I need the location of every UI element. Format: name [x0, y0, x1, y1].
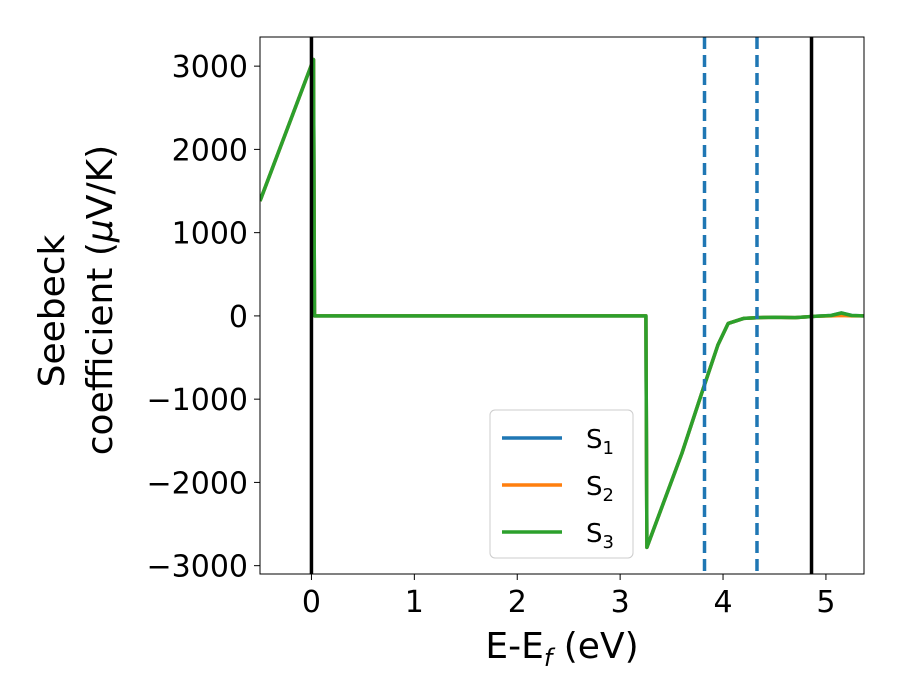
- vertical-lines-layer: [309, 37, 814, 574]
- y-axis: 3000 2000 1000 0 −1000 −2000 −3000: [147, 50, 260, 585]
- y-axis-label-line1: Seebeck: [32, 234, 73, 387]
- y-tick-label: −1000: [147, 383, 248, 418]
- legend-label-s1: S1: [586, 425, 614, 459]
- legend: S1 S2 S3: [489, 409, 634, 559]
- y-tick-label: −3000: [147, 550, 248, 585]
- y-axis-label: Seebeck coefficient (μV/K): [32, 145, 121, 455]
- x-axis: 0 1 2 3 4 5: [302, 574, 835, 620]
- y-tick-label: 1000: [172, 217, 248, 252]
- legend-label-s2: S2: [586, 472, 614, 506]
- x-tick-label: 1: [405, 585, 424, 620]
- y-tick-label: 3000: [172, 50, 248, 85]
- x-axis-label: E-Ef (eV): [485, 626, 638, 672]
- x-tick-label: 2: [508, 585, 527, 620]
- y-tick-label: 2000: [172, 133, 248, 168]
- plot-frame: [259, 36, 865, 575]
- x-tick-label: 4: [713, 585, 732, 620]
- series-layer: [260, 57, 864, 550]
- legend-label-s3: S3: [586, 519, 614, 553]
- y-tick-label: −2000: [147, 466, 248, 501]
- x-tick-label: 0: [302, 585, 321, 620]
- x-tick-label: 5: [816, 585, 835, 620]
- y-axis-label-line2: coefficient (μV/K): [80, 145, 121, 455]
- x-tick-label: 3: [611, 585, 630, 620]
- y-tick-label: 0: [229, 300, 248, 335]
- series-line-s3: [260, 57, 864, 550]
